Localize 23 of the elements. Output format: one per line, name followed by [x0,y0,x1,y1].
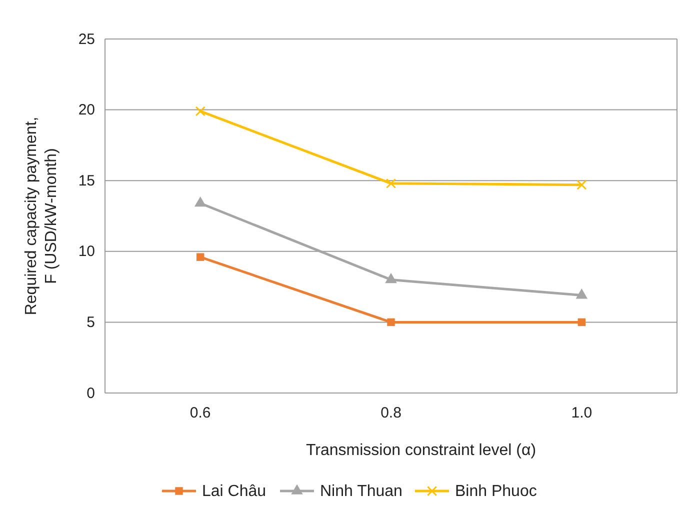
point [387,318,395,326]
y-tick-label: 20 [78,102,95,119]
point [195,106,206,116]
y-tick-label: 0 [86,384,95,402]
point [576,288,588,299]
point [578,318,586,326]
x-tick-label: 0.6 [190,404,211,422]
y-tick-label: 15 [78,172,95,190]
point [386,178,396,188]
y-tick-label: 5 [86,314,95,331]
legend-label: Binh Phuoc [455,483,537,500]
x-tick-label: 0.8 [380,404,402,422]
point [576,180,587,190]
x-tick-label: 1.0 [571,404,592,422]
point [194,196,206,207]
legend-label: Lai Châu [202,483,266,500]
point [385,272,397,284]
y-tick-label: 25 [78,30,95,48]
y-tick-label: 10 [78,243,95,260]
y-axis-title: Required capacity payment, F (USD/kW-month) [23,116,60,316]
legend-label: Ninh Thuan [320,483,402,500]
point [196,253,204,261]
x-axis-title: Transmission constraint level (α) [306,442,536,459]
